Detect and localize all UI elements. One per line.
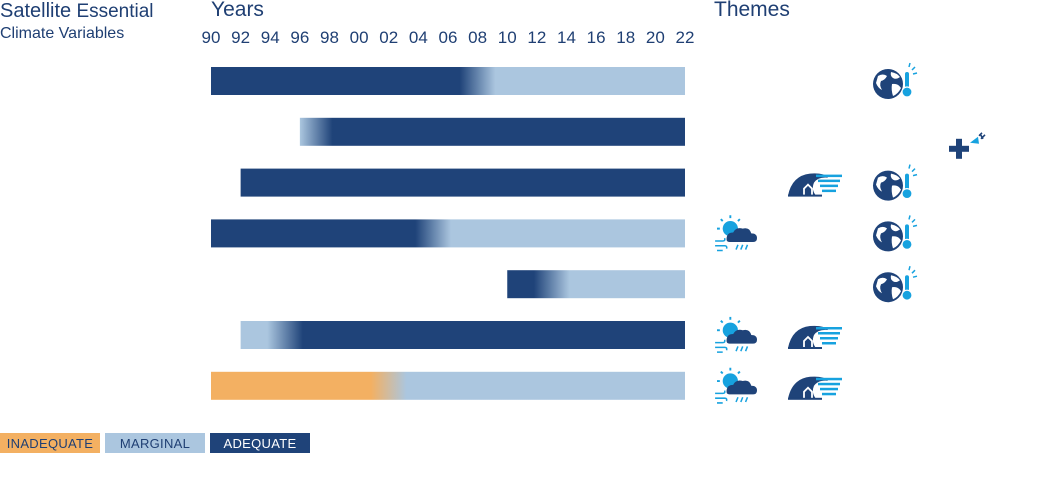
chart-title: Satellite Essential Climate Variables [0, 0, 154, 45]
ecv-bar-row-2 [299, 117, 685, 146]
x-tick-label: 22 [676, 28, 695, 47]
x-tick-label: 18 [616, 28, 635, 47]
x-tick-label: 06 [439, 28, 458, 47]
ecv-bar-row-6 [240, 321, 685, 349]
coastal-hazard-icon [787, 375, 843, 401]
years-axis-label: Years [211, 0, 264, 21]
x-tick-label: 12 [527, 28, 546, 47]
ecv-bar-row-1 [211, 67, 685, 95]
weather-icon [714, 315, 758, 354]
climate-globe-icon [872, 62, 918, 100]
theme-icons [714, 62, 986, 404]
ecv-bar-row-7 [211, 371, 685, 400]
ecv-bar-row-3 [240, 168, 685, 197]
x-tick-label: 00 [350, 28, 369, 47]
ecv-bar-row-5 [507, 270, 685, 299]
x-tick-label: 08 [468, 28, 487, 47]
x-axis-ticks: 90 92 94 96 98 00 02 04 06 08 10 12 14 16 18 20 22 [202, 28, 695, 47]
title-word-essential: Essential [76, 1, 154, 22]
x-tick-label: 10 [498, 28, 517, 47]
coastal-hazard-icon [787, 324, 843, 350]
title-line-1: Satellite Essential [0, 0, 154, 23]
legend-marginal: MARGINAL [105, 433, 205, 453]
ecv-bar-row-4 [211, 219, 685, 248]
climate-globe-icon [872, 214, 918, 253]
weather-icon [714, 366, 758, 404]
title-word-satellite: Satellite [0, 0, 72, 22]
climate-globe-icon [872, 265, 918, 303]
x-tick-label: 92 [231, 28, 250, 47]
x-tick-label: 20 [646, 28, 665, 47]
x-tick-label: 02 [379, 28, 398, 47]
x-tick-label: 96 [290, 28, 309, 47]
bars [211, 67, 685, 400]
x-tick-label: 14 [557, 28, 576, 47]
coastal-hazard-icon [787, 172, 843, 198]
climate-globe-icon [872, 163, 918, 202]
x-tick-label: 16 [587, 28, 606, 47]
x-tick-label: 94 [261, 28, 280, 47]
legend-adequate: ADEQUATE [210, 433, 310, 453]
x-tick-label: 90 [202, 28, 221, 47]
x-tick-label: 98 [320, 28, 339, 47]
health-icon [948, 132, 986, 160]
legend-inadequate: INADEQUATE [0, 433, 100, 453]
x-tick-label: 04 [409, 28, 428, 47]
themes-column-label: Themes [714, 0, 790, 21]
weather-icon [714, 214, 758, 252]
title-line-2: Climate Variables [0, 25, 125, 42]
